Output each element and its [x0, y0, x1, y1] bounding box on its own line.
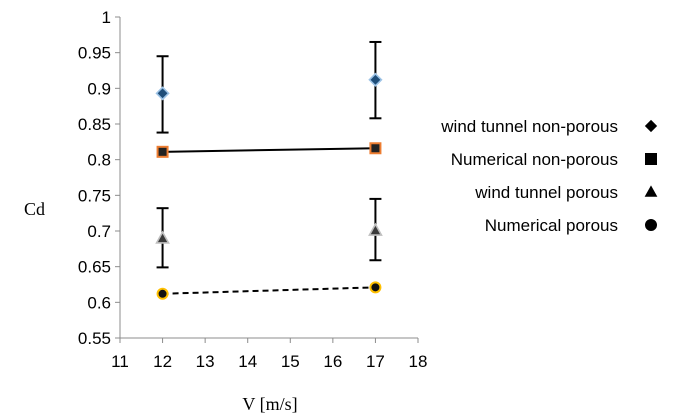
numerical-non-porous-point [369, 142, 382, 155]
y-axis-title: Cd [24, 199, 45, 219]
numerical-porous-point [156, 287, 169, 300]
numerical-non-porous-line [162, 147, 376, 153]
y-tick-label: 0.7 [87, 222, 111, 241]
legend-marker-numerical-porous [645, 219, 657, 231]
x-tick-label: 15 [281, 352, 300, 371]
series-lines [162, 147, 376, 295]
y-tick-label: 0.95 [78, 44, 111, 63]
numerical-porous-point [369, 281, 382, 294]
x-axis-title: V [m/s] [242, 394, 297, 414]
y-tick-label: 0.8 [87, 151, 111, 170]
x-tick-label: 16 [323, 352, 342, 371]
wind-tunnel-porous-point [368, 222, 383, 236]
legend-label-wind-tunnel-non-porous: wind tunnel non-porous [440, 117, 618, 136]
wind-tunnel-porous-point [155, 230, 170, 244]
data-points [155, 72, 383, 300]
y-tick-label: 0.75 [78, 186, 111, 205]
x-ticks: 11 12 13 14 15 16 17 18 [111, 338, 427, 371]
legend-marker-numerical-non-porous [645, 153, 657, 165]
legend-label-numerical-non-porous: Numerical non-porous [451, 150, 618, 169]
y-tick-label: 0.6 [87, 293, 111, 312]
x-tick-label: 14 [238, 352, 257, 371]
y-ticks: 0.55 0.6 0.65 0.7 0.75 0.8 0.85 0.9 0.95 1 [78, 8, 120, 348]
legend-marker-wind-tunnel-non-porous [644, 119, 658, 133]
y-tick-label: 0.85 [78, 115, 111, 134]
legend-marker-wind-tunnel-porous [644, 185, 658, 197]
x-tick-label: 13 [196, 352, 215, 371]
y-tick-label: 0.9 [87, 79, 111, 98]
error-bars [156, 40, 382, 269]
numerical-porous-line [162, 286, 376, 295]
x-tick-label: 17 [366, 352, 385, 371]
legend-label-numerical-porous: Numerical porous [485, 216, 618, 235]
y-tick-label: 0.55 [78, 329, 111, 348]
x-tick-label: 18 [409, 352, 428, 371]
wind-tunnel-non-porous-point [368, 72, 383, 87]
numerical-non-porous-point [156, 145, 169, 158]
x-tick-label: 11 [111, 352, 129, 371]
legend: wind tunnel non-porous Numerical non-poro… [440, 117, 658, 235]
y-tick-label: 1 [102, 8, 111, 27]
legend-label-wind-tunnel-porous: wind tunnel porous [474, 183, 618, 202]
wind-tunnel-non-porous-point [155, 86, 170, 101]
axes [119, 17, 418, 339]
y-tick-label: 0.65 [78, 258, 111, 277]
x-tick-label: 12 [153, 352, 172, 371]
